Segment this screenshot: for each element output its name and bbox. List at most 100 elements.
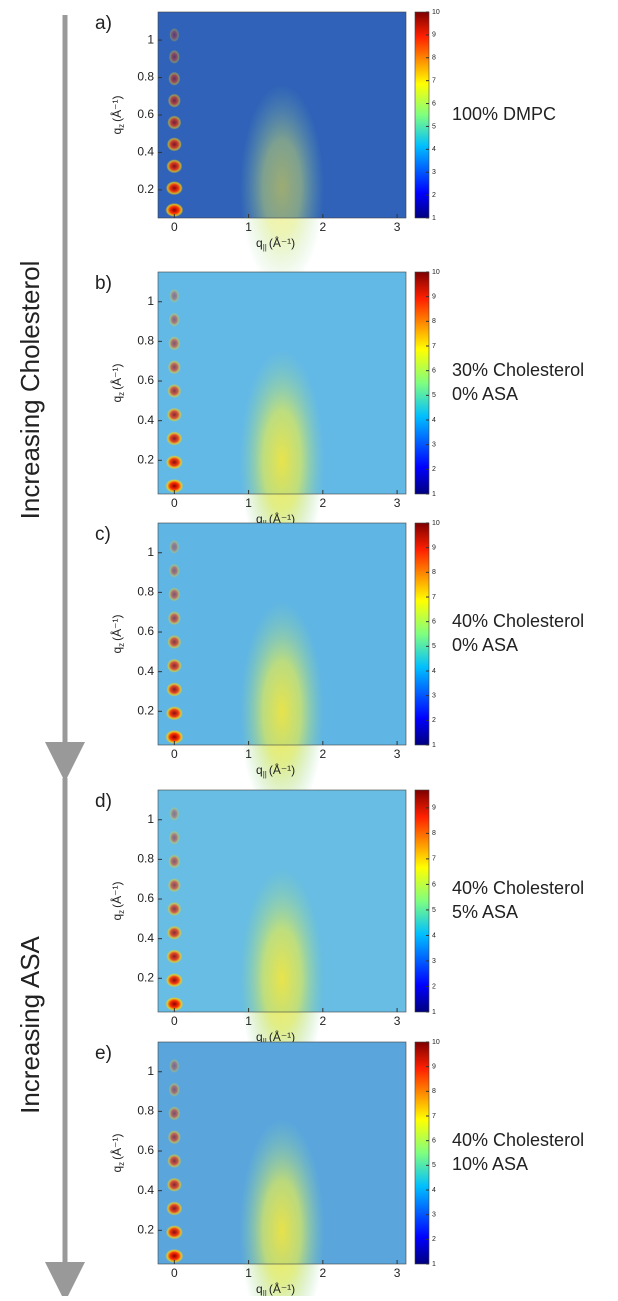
y-tick-label: 1 xyxy=(147,545,154,559)
x-tick-label: 2 xyxy=(319,747,326,761)
colorbar-tick-label: 8 xyxy=(432,318,436,325)
label-symbol: q xyxy=(256,512,263,526)
bragg-peak xyxy=(167,115,182,130)
y-tick-label: 0.6 xyxy=(137,891,154,905)
x-tick-label: 2 xyxy=(319,1014,326,1028)
label-symbol: q xyxy=(110,128,124,135)
colorbar-tick-label: 9 xyxy=(432,32,436,39)
label-unit: (Å⁻¹) xyxy=(109,614,124,640)
plot-frame xyxy=(157,271,407,495)
bragg-peak xyxy=(168,336,181,351)
y-tick-label: 0.4 xyxy=(137,664,154,678)
annotation: 10% ASA xyxy=(452,1154,528,1174)
x-tick-label: 1 xyxy=(245,747,252,761)
colorbar-tick-label: 7 xyxy=(432,1113,436,1120)
y-tick-label: 0.6 xyxy=(137,624,154,638)
colorbar xyxy=(414,522,430,746)
bragg-peak xyxy=(165,479,184,493)
colorbar-tick-label: 4 xyxy=(432,1187,436,1194)
plot-frame xyxy=(157,789,407,1013)
colorbar-tick-label: 4 xyxy=(432,146,436,153)
x-tick-label: 1 xyxy=(245,220,252,234)
annotation: 30% Cholesterol xyxy=(452,360,584,380)
label-symbol: q xyxy=(256,1282,263,1296)
x-tick-label: 0 xyxy=(171,220,178,234)
colorbar-tick-label: 8 xyxy=(432,55,436,62)
y-tick-label: 0.2 xyxy=(137,970,154,984)
y-tick-label: 1 xyxy=(147,812,154,826)
bragg-peak xyxy=(166,407,182,422)
label-unit: (Å⁻¹) xyxy=(269,1029,295,1044)
x-tick-label: 0 xyxy=(171,1266,178,1280)
axis-label: qz (Å⁻¹) xyxy=(109,95,126,134)
label-subscript: || xyxy=(263,1037,267,1046)
bragg-peak xyxy=(169,1058,180,1073)
colorbar-tick-label: 5 xyxy=(432,907,436,914)
bragg-peak xyxy=(167,634,182,649)
colorbar-tick-label: 2 xyxy=(432,1236,436,1243)
colorbar-tick-label: 8 xyxy=(432,830,436,837)
bragg-peak xyxy=(165,997,184,1011)
colorbar-tick-label: 9 xyxy=(432,294,436,301)
y-tick-label: 1 xyxy=(147,294,154,308)
y-tick-label: 0.2 xyxy=(137,1222,154,1236)
bragg-peak xyxy=(168,1082,180,1097)
axis-label: q||(Å⁻¹) xyxy=(256,1029,295,1046)
bragg-peak xyxy=(167,360,181,375)
colorbar-tick-label: 8 xyxy=(432,569,436,576)
panel-label: e) xyxy=(95,1043,112,1064)
bragg-peak xyxy=(167,383,182,398)
x-tick-label: 1 xyxy=(245,496,252,510)
annotation: 100% DMPC xyxy=(452,104,556,124)
label-subscript: z xyxy=(117,910,126,914)
colorbar-tick-label: 5 xyxy=(432,1162,436,1169)
colorbar-tick-label: 4 xyxy=(432,932,436,939)
bragg-peak xyxy=(168,854,181,869)
label-unit: (Å⁻¹) xyxy=(109,1133,124,1159)
side-label: Increasing Cholesterol xyxy=(15,261,45,520)
bragg-peak xyxy=(169,288,180,303)
bragg-peak xyxy=(166,159,183,174)
label-symbol: q xyxy=(110,914,124,921)
colorbar-tick-label: 3 xyxy=(432,442,436,449)
bragg-peak xyxy=(167,93,181,108)
bragg-peak xyxy=(168,1106,181,1121)
x-tick-label: 0 xyxy=(171,1014,178,1028)
bragg-peak xyxy=(167,878,181,893)
axis-label: q||(Å⁻¹) xyxy=(256,1281,295,1296)
y-tick-label: 0.8 xyxy=(137,334,154,348)
y-tick-label: 0.4 xyxy=(137,931,154,945)
colorbar-tick-label: 2 xyxy=(432,983,436,990)
colorbar-tick-label: 7 xyxy=(432,343,436,350)
colorbar-tick-label: 4 xyxy=(432,668,436,675)
colorbar-tick-label: 1 xyxy=(432,1009,436,1016)
annotation: 0% ASA xyxy=(452,384,518,404)
y-tick-label: 0.4 xyxy=(137,413,154,427)
bragg-peak xyxy=(168,49,180,64)
side-label: Increasing ASA xyxy=(15,935,45,1113)
diffuse-peak xyxy=(239,600,325,823)
colorbar-tick-label: 6 xyxy=(432,368,436,375)
annotation: 40% Cholesterol xyxy=(452,1130,584,1150)
bragg-peak xyxy=(166,1201,183,1216)
label-symbol: q xyxy=(256,763,263,777)
bragg-peak xyxy=(165,730,184,744)
label-unit: (Å⁻¹) xyxy=(269,511,295,526)
bragg-peak xyxy=(167,611,181,626)
y-tick-label: 0.8 xyxy=(137,70,154,84)
bragg-peak xyxy=(166,949,183,964)
label-subscript: || xyxy=(263,1289,267,1296)
y-tick-label: 0.4 xyxy=(137,145,154,159)
bragg-peak xyxy=(169,539,180,554)
bragg-peak xyxy=(167,1153,182,1168)
axis-label: q||(Å⁻¹) xyxy=(256,762,295,779)
colorbar-tick-label: 5 xyxy=(432,123,436,130)
colorbar-tick-label: 9 xyxy=(432,805,436,812)
colorbar-tick-label: 3 xyxy=(432,693,436,700)
diffuse-peak xyxy=(239,1119,325,1301)
axis-label: qz (Å⁻¹) xyxy=(109,614,126,653)
colorbar-tick-label: 1 xyxy=(432,215,436,222)
colorbar-tick-label: 9 xyxy=(432,545,436,552)
y-tick-label: 0.2 xyxy=(137,182,154,196)
bragg-peak xyxy=(165,1249,184,1263)
